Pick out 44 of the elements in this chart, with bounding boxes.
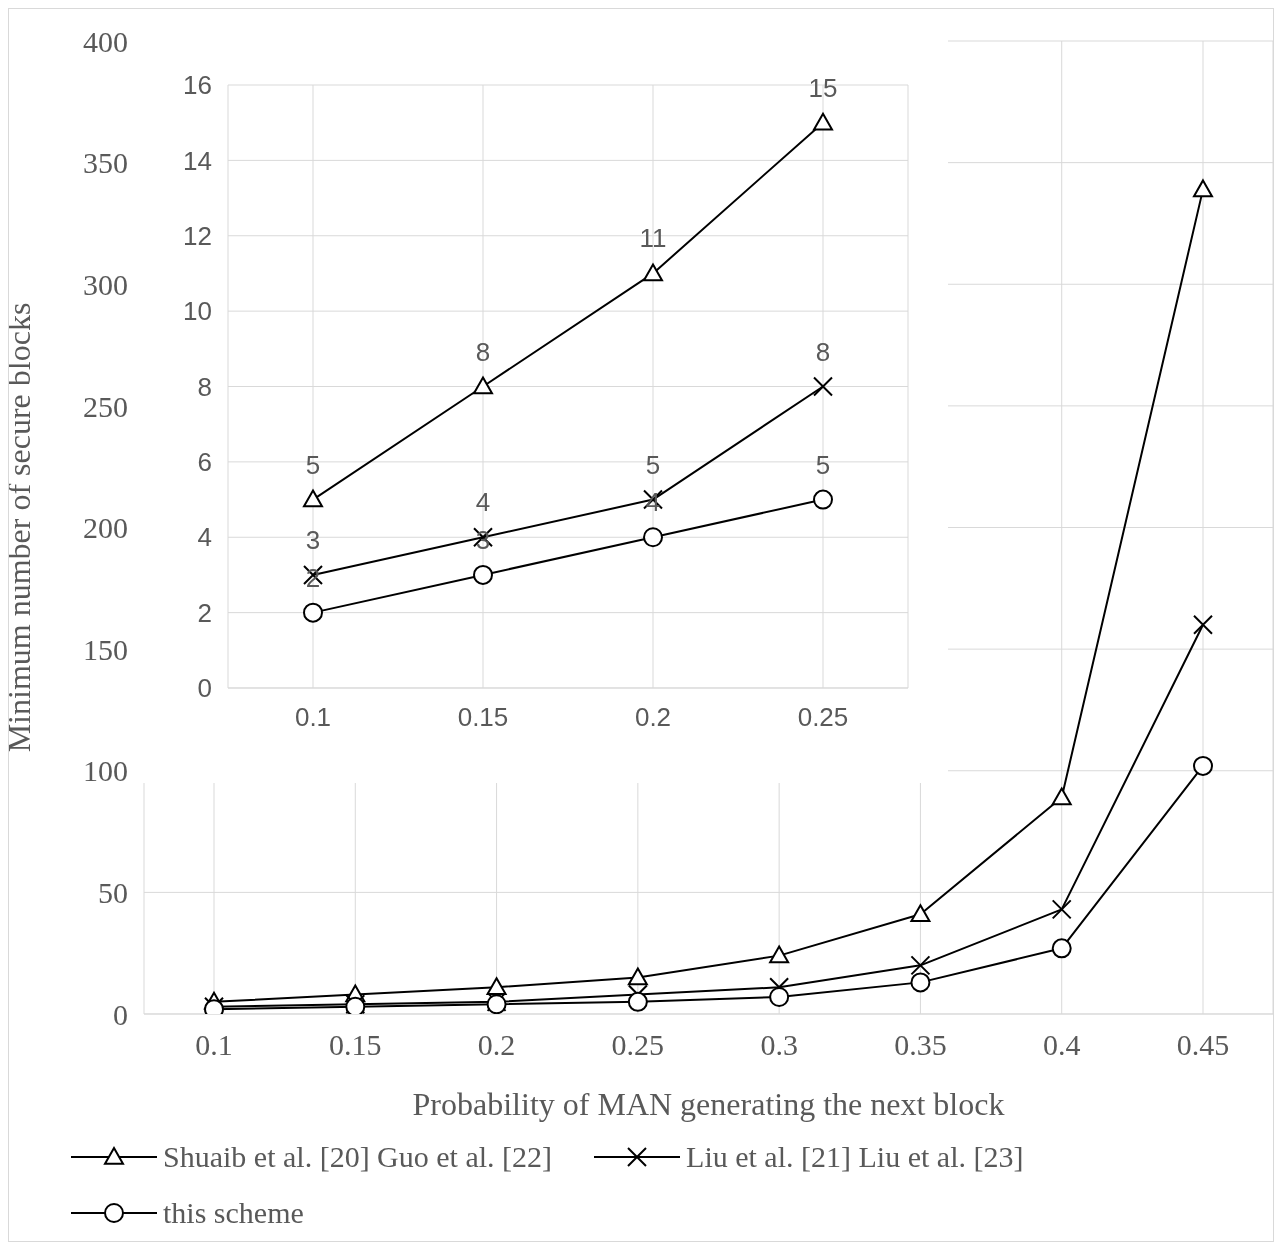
y-tick-label: 6 <box>197 447 212 478</box>
x-tick-label: 0.35 <box>894 1028 947 1062</box>
y-tick-label: 14 <box>183 145 212 176</box>
x-tick-label: 0.1 <box>294 702 332 733</box>
x-tick-label: 0.15 <box>457 702 509 733</box>
x-tick-label: 0.2 <box>634 702 672 733</box>
data-label: 3 <box>305 524 321 555</box>
y-tick-label: 10 <box>183 296 212 327</box>
data-label: 15 <box>808 72 838 103</box>
y-tick-label: 8 <box>197 371 212 402</box>
x-tick-label: 0.25 <box>611 1028 665 1062</box>
x-tick-label: 0.4 <box>1042 1028 1081 1062</box>
y-tick-label: 50 <box>98 876 128 910</box>
data-label: 3 <box>475 524 491 555</box>
x-axis-title: Probability of MAN generating the next block <box>412 1086 1005 1122</box>
y-tick-label: 0 <box>113 997 128 1031</box>
x-tick-label: 0.25 <box>797 702 849 733</box>
data-label: 11 <box>639 223 667 254</box>
x-tick-label: 0.2 <box>477 1028 516 1062</box>
data-label: 5 <box>815 449 831 480</box>
data-label: 5 <box>645 449 661 480</box>
x-tick-label: 0.3 <box>760 1028 798 1062</box>
y-tick-label: 16 <box>183 70 212 101</box>
legend-label: this scheme <box>163 1196 304 1230</box>
y-tick-label: 4 <box>197 522 212 553</box>
data-label: 8 <box>815 336 831 367</box>
x-tick-label: 0.15 <box>329 1028 382 1062</box>
y-tick-label: 400 <box>83 24 128 58</box>
y-tick-label: 150 <box>83 632 128 666</box>
x-tick-label: 0.1 <box>195 1028 233 1062</box>
y-tick-label: 0 <box>197 673 212 704</box>
y-tick-label: 250 <box>83 389 128 423</box>
y-tick-label: 300 <box>83 267 128 301</box>
legend-label: Shuaib et al. [20] Guo et al. [22] <box>163 1140 553 1174</box>
y-tick-label: 100 <box>83 754 128 788</box>
legend-label: Liu et al. [21] Liu et al. [23] <box>686 1140 1024 1174</box>
data-label: 8 <box>475 336 491 367</box>
x-tick-label: 0.45 <box>1176 1028 1230 1062</box>
y-tick-label: 2 <box>197 597 212 628</box>
y-tick-label: 200 <box>83 511 128 545</box>
y-tick-label: 12 <box>183 220 212 251</box>
y-tick-label: 350 <box>83 146 128 180</box>
data-label: 4 <box>475 487 491 518</box>
data-label: 5 <box>305 449 321 480</box>
